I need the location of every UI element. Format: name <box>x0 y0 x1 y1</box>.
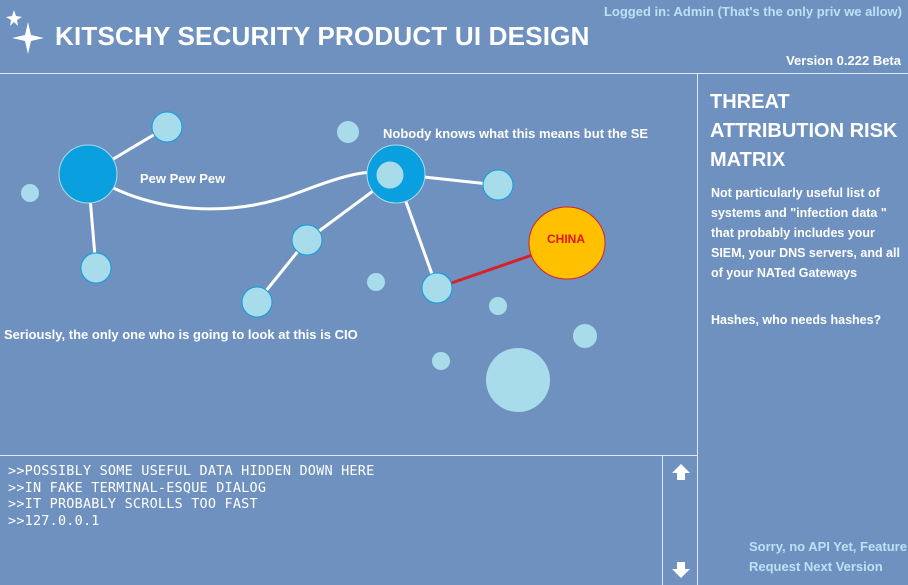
header-bar: KITSCHY SECURITY PRODUCT UI DESIGN Logge… <box>0 0 908 74</box>
graph-nodes <box>21 111 606 412</box>
network-graph: CHINA Pew Pew Pew Nobody knows what this… <box>4 111 648 412</box>
graph-node[interactable] <box>432 352 450 370</box>
panel-description: Not particularly useful list of systems … <box>711 186 900 280</box>
login-status: Logged in: Admin (That's the only priv w… <box>603 4 902 19</box>
terminal-line: >>127.0.0.1 <box>8 512 100 529</box>
panel-title: THREAT ATTRIBUTION RISK MATRIX <box>710 91 898 171</box>
sparkle-stars-icon <box>6 10 44 54</box>
graph-node[interactable] <box>489 297 507 315</box>
china-label: CHINA <box>547 232 585 246</box>
graph-node[interactable] <box>337 121 359 143</box>
graph-label-pew: Pew Pew Pew <box>140 171 226 186</box>
terminal-line: >>IT PROBABLY SCROLLS TOO FAST <box>8 496 258 512</box>
graph-node[interactable] <box>58 144 118 204</box>
china-node[interactable] <box>528 206 606 280</box>
graph-node[interactable] <box>151 111 183 143</box>
panel-hashes-text: Hashes, who needs hashes? <box>711 313 882 327</box>
terminal-lines: >>POSSIBLY SOME USEFUL DATA HIDDEN DOWN … <box>8 463 374 529</box>
graph-node[interactable] <box>367 273 385 291</box>
graph-node[interactable] <box>573 324 597 348</box>
graph-node[interactable] <box>421 272 453 304</box>
arrow-down-icon[interactable] <box>671 560 691 580</box>
graph-node[interactable] <box>375 160 405 190</box>
graph-node[interactable] <box>486 348 550 412</box>
api-request-link[interactable]: Sorry, no API Yet, Feature Request Next … <box>749 539 907 574</box>
terminal-scrollbar[interactable] <box>662 456 698 585</box>
arrow-up-icon[interactable] <box>671 462 691 482</box>
graph-node[interactable] <box>291 224 323 256</box>
graph-edge <box>87 171 397 211</box>
graph-node[interactable] <box>482 169 514 201</box>
graph-node[interactable] <box>21 184 39 202</box>
terminal-line: >>POSSIBLY SOME USEFUL DATA HIDDEN DOWN … <box>8 463 375 479</box>
graph-label-se: Nobody knows what this means but the SE <box>383 126 648 141</box>
vertical-divider <box>697 73 698 585</box>
graph-label-cio: Seriously, the only one who is going to … <box>4 327 358 342</box>
graph-node[interactable] <box>80 252 112 284</box>
app-title: KITSCHY SECURITY PRODUCT UI DESIGN <box>55 21 590 51</box>
graph-node[interactable] <box>241 286 273 318</box>
terminal-output[interactable]: >>POSSIBLY SOME USEFUL DATA HIDDEN DOWN … <box>0 456 662 585</box>
version-label: Version 0.222 Beta <box>786 53 901 68</box>
terminal-line: >>IN FAKE TERMINAL-ESQUE DIALOG <box>8 479 267 496</box>
graph-edges <box>86 125 568 303</box>
horizontal-divider <box>0 455 697 456</box>
